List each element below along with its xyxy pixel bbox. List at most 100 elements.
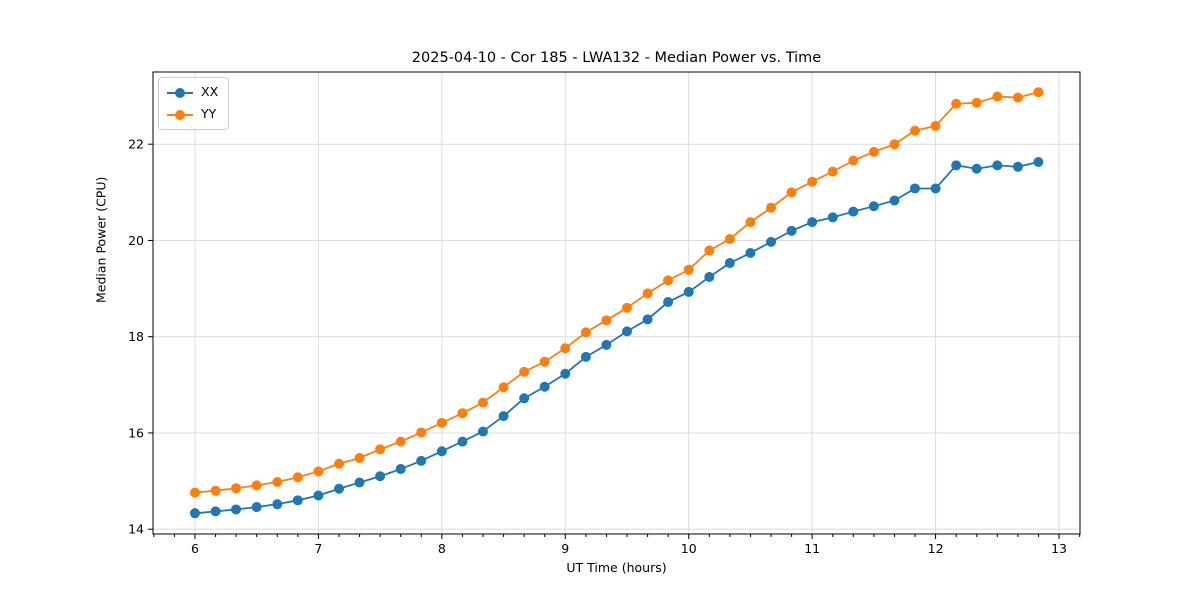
series-xx-line	[194, 161, 1039, 515]
y-tick-label: 16	[128, 425, 144, 440]
series-yy-point	[560, 343, 571, 354]
series-yy-point	[766, 202, 777, 213]
series-xx-point	[313, 490, 324, 501]
series-yy-point	[1012, 92, 1023, 103]
series-xx-point	[477, 426, 488, 437]
series-yy-point	[951, 98, 962, 109]
series-yy-point	[724, 233, 735, 244]
series-xx-point	[354, 477, 365, 488]
x-tick-label: 9	[561, 541, 569, 556]
series-yy-point	[601, 315, 612, 326]
series-xx-point	[786, 225, 797, 236]
series-yy-point	[704, 245, 715, 256]
x-tick-label: 11	[804, 541, 820, 556]
series-yy-point	[313, 466, 324, 477]
series-yy-point	[889, 139, 900, 150]
series-xx-point	[1033, 156, 1044, 167]
legend-marker-icon	[167, 87, 193, 98]
series-xx-point	[704, 272, 715, 283]
series-xx-point	[909, 183, 920, 194]
series-yy-point	[745, 217, 756, 228]
series-xx-point	[971, 163, 982, 174]
series-yy-point	[498, 382, 509, 393]
series-xx-point	[395, 464, 406, 475]
series-yy-point	[375, 444, 386, 455]
series-yy-point	[210, 485, 221, 496]
legend-label: XX	[201, 84, 219, 100]
series-xx-point	[189, 508, 200, 519]
series-xx-point	[251, 502, 262, 513]
series-yy-point	[539, 356, 550, 367]
series-xx-point	[807, 217, 818, 228]
series-xx-point	[498, 411, 509, 422]
series-yy-point	[621, 302, 632, 313]
x-tick-label: 12	[928, 541, 944, 556]
series-xx-point	[519, 393, 530, 404]
series-yy-point	[292, 472, 303, 483]
series-xx-point	[766, 236, 777, 247]
series-xx-point	[539, 381, 550, 392]
series-xx-point	[292, 495, 303, 506]
x-tick-label: 6	[191, 541, 199, 556]
series-xx-point	[868, 201, 879, 212]
series-yy-point	[683, 264, 694, 275]
series-yy-point	[354, 452, 365, 463]
series-yy-point	[1033, 87, 1044, 98]
series-xx-point	[930, 183, 941, 194]
series-xx-point	[992, 160, 1003, 171]
series-yy-point	[642, 288, 653, 299]
series-yy-point	[663, 275, 674, 286]
series-yy-point	[971, 97, 982, 108]
series-xx-point	[848, 206, 859, 217]
chart-title: 2025-04-10 - Cor 185 - LWA132 - Median P…	[411, 50, 822, 66]
x-tick-label: 13	[1051, 541, 1067, 556]
series-xx-point	[375, 471, 386, 482]
series-xx-point	[1012, 161, 1023, 172]
series-xx-point	[951, 160, 962, 171]
y-tick-label: 14	[128, 522, 144, 537]
y-axis-label-text: Median Power (CPU)	[93, 176, 109, 303]
x-tick-label: 10	[681, 541, 697, 556]
series-yy-point	[477, 397, 488, 408]
plot-border	[152, 71, 1081, 535]
series-yy-point	[272, 477, 283, 488]
y-tick-label: 18	[128, 329, 144, 344]
series-xx-point	[334, 483, 345, 494]
x-axis-label: UT Time (hours)	[566, 560, 667, 575]
series-xx-point	[601, 339, 612, 350]
series-xx-point	[580, 351, 591, 362]
series-xx-point	[827, 212, 838, 223]
series-yy-point	[909, 125, 920, 136]
y-tick-label: 22	[128, 137, 144, 152]
series-yy-point	[231, 483, 242, 494]
series-xx-point	[745, 247, 756, 258]
y-tick-label: 20	[128, 233, 144, 248]
series-yy-point	[992, 91, 1003, 102]
series-xx-point	[416, 455, 427, 466]
series-xx-point	[683, 286, 694, 297]
series-yy-point	[416, 427, 427, 438]
series-yy-point	[334, 458, 345, 469]
series-yy-point	[786, 187, 797, 198]
series-yy-point	[189, 487, 200, 498]
legend-item-yy: YY	[167, 105, 218, 124]
series-xx-point	[560, 368, 571, 379]
series-yy-point	[457, 408, 468, 419]
series-xx-point	[663, 297, 674, 308]
legend-marker-icon	[167, 109, 193, 120]
series-yy-point	[251, 480, 262, 491]
x-tick-label: 8	[438, 541, 446, 556]
series-xx-point	[210, 506, 221, 517]
series-xx-point	[436, 446, 447, 457]
series-yy-point	[930, 120, 941, 131]
series-yy-point	[519, 366, 530, 377]
series-yy-point	[807, 176, 818, 187]
series-yy-point	[848, 155, 859, 166]
series-xx-point	[231, 504, 242, 515]
series-yy-point	[395, 436, 406, 447]
legend-label: YY	[201, 106, 217, 122]
series-xx-point	[457, 436, 468, 447]
series-xx-point	[724, 258, 735, 269]
